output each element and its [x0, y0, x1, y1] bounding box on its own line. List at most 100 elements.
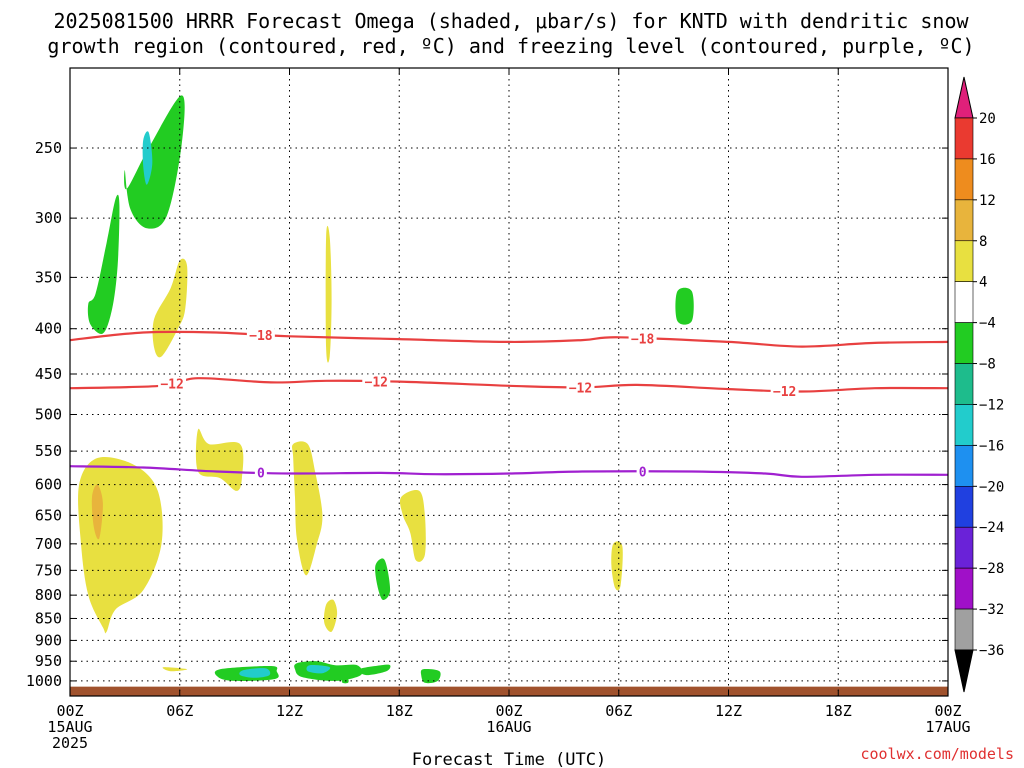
colorbar-label: 4 — [979, 275, 987, 291]
y-tick-label: 250 — [35, 139, 62, 157]
colorbar-swatch — [954, 404, 974, 446]
y-tick-label: 750 — [35, 561, 62, 579]
colorbar-swatch — [954, 486, 974, 528]
x-tick-label: 06Z — [605, 702, 632, 720]
x-tick-label: 18Z — [825, 702, 852, 720]
y-tick-label: 400 — [35, 320, 62, 338]
x-tick-label: 17AUG — [925, 718, 970, 736]
colorbar-swatch — [954, 117, 974, 160]
omega-shaded-region-13 — [375, 558, 391, 601]
omega-shaded-region-1 — [142, 131, 153, 185]
colorbar-label: −32 — [979, 602, 1004, 618]
omega-shaded-region-15 — [306, 665, 331, 674]
contour-label: −12 — [365, 375, 388, 390]
contour-label-bg — [770, 383, 799, 398]
y-tick-label: 950 — [35, 652, 62, 670]
y-tick-label: 450 — [35, 365, 62, 383]
y-tick-label: 650 — [35, 506, 62, 524]
contour-label-bg — [254, 465, 267, 480]
contour-label: 0 — [257, 467, 265, 482]
x-tick-label: 16AUG — [486, 718, 531, 736]
colorbar-swatch — [954, 158, 974, 201]
omega-shaded-region-2 — [87, 194, 120, 335]
colorbar-label: −28 — [979, 561, 1004, 577]
y-tick-label: 300 — [35, 209, 62, 227]
colorbar-label: −24 — [979, 520, 1004, 536]
omega-shaded-region-21 — [162, 667, 188, 672]
omega-shaded-region-10 — [399, 490, 426, 562]
colorbar-label: 12 — [979, 193, 996, 209]
colorbar-swatch — [954, 322, 974, 364]
y-tick-label: 500 — [35, 405, 62, 423]
omega-shaded-region-12 — [323, 599, 338, 633]
x-tick-label: 00Z — [495, 702, 522, 720]
contour-label-bg — [636, 464, 649, 479]
contour-label: −18 — [249, 329, 273, 344]
colorbar-label: −20 — [979, 479, 1004, 495]
omega-shaded-region-7 — [91, 484, 103, 540]
credit-text[interactable]: coolwx.com/models — [860, 745, 1014, 763]
contour-line--12 — [69, 377, 949, 393]
x-tick-label: 15AUG — [47, 718, 92, 736]
colorbar-swatch — [954, 445, 974, 487]
contour-label: −18 — [631, 332, 655, 347]
contour-label: 0 — [639, 466, 647, 481]
colorbar-swatch — [954, 281, 974, 323]
x-tick-label: 00Z — [934, 702, 961, 720]
x-tick-label: 12Z — [276, 702, 303, 720]
colorbar-swatch — [954, 608, 974, 651]
omega-shaded-region-9 — [292, 441, 323, 576]
colorbar-label: 16 — [979, 152, 996, 168]
colorbar: 20 16 12 8 4 −4 −8 −12 −16 −20 −24 −28 −32 −36 — [954, 76, 1004, 693]
x-tick-label: 12Z — [715, 702, 742, 720]
colorbar-label: −8 — [979, 357, 996, 373]
contour-label-bg — [628, 331, 657, 346]
x-axis-label: Forecast Time (UTC) — [412, 750, 606, 768]
y-tick-label: 700 — [35, 535, 62, 553]
y-tick-label: 350 — [35, 268, 62, 286]
y-tick-label: 1000 — [26, 672, 62, 690]
colorbar-swatch — [954, 567, 974, 610]
x-tick-label: 18Z — [386, 702, 413, 720]
x-tick-label: 2025 — [52, 734, 88, 752]
contour-label: −12 — [160, 378, 183, 393]
x-tick-label: 00Z — [56, 702, 83, 720]
colorbar-label: −4 — [979, 316, 996, 332]
y-tick-label: 900 — [35, 631, 62, 649]
plot-area: −18 −18 −12 −12 −12 −12 0 0 250 300 350 400 450 500 55… — [26, 67, 971, 752]
colorbar-label: −36 — [979, 643, 1004, 659]
colorbar-label: 20 — [979, 111, 996, 127]
omega-shaded-region-8 — [195, 428, 244, 491]
colorbar-label: −16 — [979, 438, 1004, 454]
omega-shaded-region-4 — [325, 225, 332, 363]
omega-shaded-region-16 — [358, 664, 391, 676]
contour-label: −12 — [569, 381, 592, 396]
contour-label-bg — [246, 327, 275, 342]
colorbar-swatch-tip-top — [954, 76, 974, 119]
colorbar-swatch — [954, 240, 974, 282]
contour-line--18 — [69, 330, 949, 348]
omega-shaded-region-0 — [124, 95, 185, 229]
y-tick-label: 850 — [35, 609, 62, 627]
colorbar-label: 8 — [979, 234, 987, 250]
colorbar-swatch — [954, 526, 974, 569]
chart-title-line-1: 2025081500 HRRR Forecast Omega (shaded, … — [53, 9, 969, 33]
colorbar-swatch — [954, 363, 974, 405]
omega-shaded-region-5 — [675, 287, 694, 325]
chart-title-line-2: growth region (contoured, red, ºC) and f… — [47, 34, 974, 58]
colorbar-swatch-tip-bottom — [954, 649, 974, 693]
x-tick-label: 06Z — [166, 702, 193, 720]
omega-shaded-region-19 — [239, 668, 271, 678]
omega-shaded-region-17 — [420, 668, 441, 684]
contour-label-bg — [158, 376, 187, 391]
y-tick-label: 800 — [35, 586, 62, 604]
omega-shaded-region-11 — [611, 541, 623, 591]
colorbar-label: −12 — [979, 397, 1004, 413]
contour-label-bg — [362, 374, 391, 389]
contour-line-0 — [69, 465, 949, 478]
y-tick-label: 600 — [35, 476, 62, 494]
y-tick-label: 550 — [35, 442, 62, 460]
colorbar-swatch — [954, 199, 974, 242]
contour-label-bg — [566, 380, 595, 395]
